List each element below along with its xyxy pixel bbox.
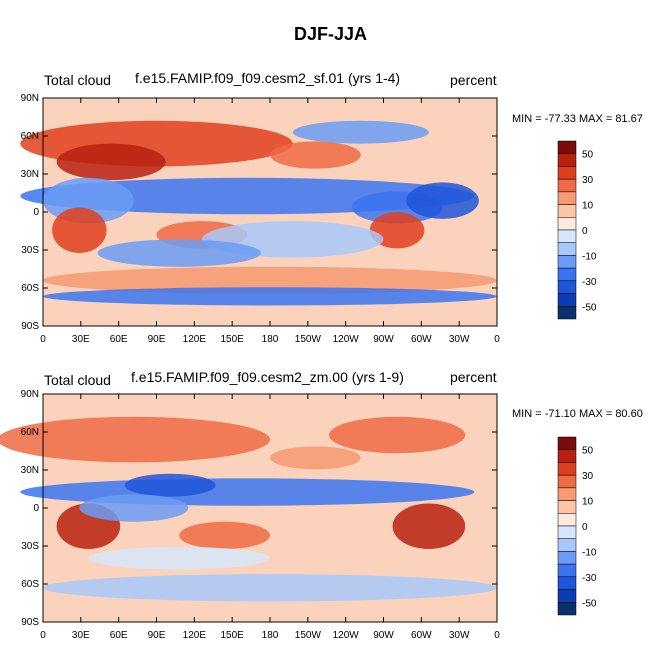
colorbar-swatch — [557, 525, 577, 539]
lon-tick-label: 0 — [494, 334, 500, 345]
colorbar-swatch — [557, 229, 577, 243]
lon-tick-label: 120W — [333, 334, 360, 345]
colorbar-swatch — [557, 140, 577, 154]
lon-tick-label: 60E — [110, 630, 128, 641]
colorbar-swatch — [557, 217, 577, 231]
lat-tick-label: 30N — [21, 169, 39, 180]
lon-tick-label: 90E — [148, 334, 166, 345]
colorbar-swatch — [557, 589, 577, 603]
colorbar-label: 10 — [582, 201, 594, 212]
colorbar-label: -30 — [582, 277, 597, 288]
lon-tick-label: 0 — [40, 334, 46, 345]
colorbar-swatch — [557, 436, 577, 450]
colorbar-label: -50 — [582, 598, 597, 609]
colorbar-label: 50 — [582, 446, 594, 457]
colorbar-swatch — [557, 500, 577, 514]
lat-tick-label: 0 — [33, 207, 39, 218]
colorbar-label: 30 — [582, 175, 594, 186]
colorbar-swatch — [557, 280, 577, 294]
colorbar-swatch — [557, 602, 577, 616]
figure-title: DJF-JJA — [293, 24, 368, 44]
lat-tick-label: 30S — [21, 541, 39, 552]
lon-tick-label: 150W — [295, 630, 322, 641]
min-max-stats: MIN = -77.33 MAX = 81.67 — [512, 113, 643, 125]
lon-tick-label: 180 — [262, 334, 279, 345]
lon-tick-label: 150E — [220, 630, 244, 641]
lon-tick-label: 150W — [295, 334, 322, 345]
colorbar-label: 10 — [582, 497, 594, 508]
colorbar-swatch — [557, 306, 577, 320]
map-panel-1: Total cloud f.e15.FAMIP.f09_f09.cesm2_sf… — [0, 70, 661, 370]
variable-label: Total cloud — [44, 72, 111, 88]
colorbar-swatch — [557, 563, 577, 578]
lat-tick-label: 0 — [33, 503, 39, 514]
lat-tick-label: 60S — [21, 579, 39, 590]
lat-tick-label: 60S — [21, 283, 39, 294]
colorbar-label: 0 — [582, 522, 588, 533]
lat-tick-label: 60N — [21, 131, 39, 142]
min-max-stats: MIN = -71.10 MAX = 80.60 — [512, 408, 643, 420]
lon-tick-label: 120E — [183, 630, 207, 641]
colorbar-swatch — [557, 449, 577, 463]
map-panel-2: Total cloud f.e15.FAMIP.f09_f09.cesm2_zm… — [0, 366, 661, 666]
lon-tick-label: 60W — [411, 334, 432, 345]
units-label: percent — [450, 72, 497, 88]
colorbar-swatch — [557, 487, 577, 501]
colorbar-swatch — [557, 474, 577, 489]
lon-tick-label: 120W — [333, 630, 360, 641]
lat-tick-label: 90N — [21, 389, 39, 400]
colorbar-swatch — [557, 538, 577, 552]
lon-tick-label: 0 — [494, 630, 500, 641]
colorbar-swatch — [557, 153, 577, 167]
colorbar-swatch — [557, 255, 577, 269]
lon-tick-label: 90W — [373, 334, 394, 345]
lon-tick-label: 30W — [449, 630, 470, 641]
cloud-field — [0, 394, 497, 622]
lon-tick-label: 150E — [220, 334, 244, 345]
lon-tick-label: 30W — [449, 334, 470, 345]
colorbar-swatch — [557, 576, 577, 590]
lat-tick-label: 90N — [21, 93, 39, 104]
case-label: f.e15.FAMIP.f09_f09.cesm2_zm.00 (yrs 1-9… — [131, 369, 404, 385]
colorbar-swatch — [557, 191, 577, 205]
colorbar-swatch — [557, 293, 577, 307]
lon-tick-label: 120E — [183, 334, 207, 345]
colorbar-swatch — [557, 178, 577, 193]
lon-tick-label: 0 — [40, 630, 46, 641]
colorbar-label: -50 — [582, 302, 597, 313]
case-label: f.e15.FAMIP.f09_f09.cesm2_sf.01 (yrs 1-4… — [135, 70, 401, 86]
colorbar-swatch — [557, 513, 577, 527]
colorbar-label: 50 — [582, 150, 594, 161]
colorbar-swatch — [557, 551, 577, 565]
lat-tick-label: 90S — [21, 617, 39, 628]
lat-tick-label: 90S — [21, 321, 39, 332]
lon-tick-label: 30E — [72, 630, 90, 641]
colorbar-label: 0 — [582, 226, 588, 237]
lat-tick-label: 30N — [21, 465, 39, 476]
colorbar-label: -10 — [582, 547, 597, 558]
units-label: percent — [450, 369, 497, 385]
variable-label: Total cloud — [44, 372, 111, 388]
lon-tick-label: 90W — [373, 630, 394, 641]
lon-tick-label: 60E — [110, 334, 128, 345]
colorbar-swatch — [557, 204, 577, 218]
colorbar: 50 30 10 0 -10 -30 -50 — [557, 140, 597, 320]
colorbar-swatch — [557, 242, 577, 256]
lat-tick-label: 60N — [21, 427, 39, 438]
lon-tick-label: 180 — [262, 630, 279, 641]
cloud-field — [20, 98, 497, 326]
colorbar-swatch — [557, 267, 577, 282]
colorbar: 50 30 10 0 -10 -30 -50 — [557, 436, 597, 616]
colorbar-swatch — [557, 166, 577, 180]
colorbar-swatch — [557, 462, 577, 476]
lon-tick-label: 30E — [72, 334, 90, 345]
lat-tick-label: 30S — [21, 245, 39, 256]
lon-tick-label: 60W — [411, 630, 432, 641]
lon-tick-label: 90E — [148, 630, 166, 641]
colorbar-label: -30 — [582, 573, 597, 584]
colorbar-label: -10 — [582, 251, 597, 262]
colorbar-label: 30 — [582, 471, 594, 482]
